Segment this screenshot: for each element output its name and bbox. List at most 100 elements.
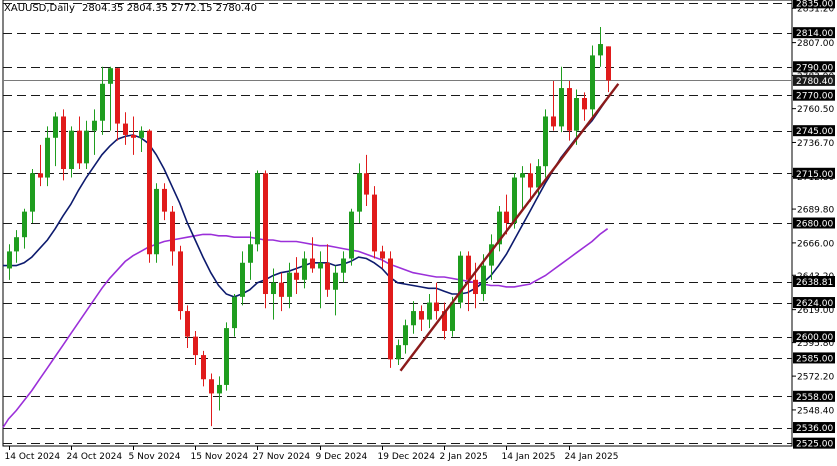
candle-body	[380, 251, 385, 259]
candle-body	[217, 384, 222, 394]
candle-body	[333, 272, 338, 290]
candle-body	[341, 258, 346, 273]
level-label-bg	[793, 0, 835, 9]
candle-body	[497, 211, 502, 245]
level-label-bg	[793, 89, 835, 101]
candle-body	[442, 311, 447, 331]
level-label: 2638.81	[796, 278, 833, 288]
candle-body	[232, 296, 237, 329]
candle-body	[224, 328, 229, 385]
level-label: 2814.00	[796, 29, 833, 39]
level-label: 2680.00	[796, 220, 833, 230]
level-label: 2558.00	[796, 393, 833, 403]
header-ohlc: 2804.35 2804.35 2772.15 2780.40	[82, 3, 257, 14]
candle-body	[115, 68, 120, 124]
candle-body	[357, 173, 362, 212]
price-tick-label: 2548.40	[797, 406, 834, 416]
price-tick-label: 2595.80	[797, 339, 834, 349]
candle-body	[450, 302, 455, 331]
date-label: 9 Dec 2024	[316, 452, 368, 462]
candle-body	[318, 262, 323, 269]
candle-body	[427, 302, 432, 320]
date-label: 14 Oct 2024	[5, 452, 61, 462]
candle-body	[504, 211, 509, 223]
candle-body	[22, 211, 27, 238]
candle-body	[92, 120, 97, 131]
candle-body	[325, 262, 330, 290]
candle-body	[582, 98, 587, 110]
price-tick-label: 2760.50	[797, 105, 834, 115]
level-label-bg	[793, 217, 835, 229]
level-label: 2600.00	[796, 333, 833, 343]
candle-body	[528, 173, 533, 188]
candle-body	[61, 116, 66, 170]
level-label-bg	[793, 331, 835, 343]
candle-body	[240, 262, 245, 297]
level-label-bg	[793, 390, 835, 402]
level-label-bg	[793, 61, 835, 73]
level-label-bg	[793, 27, 835, 39]
candle-body	[170, 211, 175, 252]
candle-body	[388, 258, 393, 360]
candle-body	[108, 68, 113, 84]
candle-body	[481, 265, 486, 295]
candle-body	[396, 345, 401, 360]
price-tick-label: 2736.70	[797, 139, 834, 149]
candle-body	[590, 55, 595, 110]
candle-body	[551, 116, 556, 127]
date-label: 5 Nov 2024	[129, 452, 181, 462]
chart-header: XAUUSD,Daily 2804.35 2804.35 2772.15 278…	[4, 3, 261, 14]
candle-body	[139, 130, 144, 138]
price-tick-label: 2619.00	[797, 306, 834, 316]
candle-body	[574, 98, 579, 131]
level-label: 2624.00	[796, 299, 833, 309]
candle-body	[372, 194, 377, 252]
candle-body	[77, 130, 82, 164]
date-label: 2 Jan 2025	[440, 452, 488, 462]
candle-body	[69, 130, 74, 170]
candle-body	[53, 116, 58, 138]
level-label: 2715.00	[796, 170, 833, 180]
candle-body	[598, 44, 603, 56]
candle-body	[403, 325, 408, 346]
candle-body	[248, 244, 253, 263]
level-label-bg	[793, 422, 835, 434]
date-label: 27 Nov 2024	[253, 452, 311, 462]
candle-body	[38, 173, 43, 178]
trendline	[399, 83, 620, 372]
candle-body	[567, 88, 572, 131]
candle-body	[302, 258, 307, 280]
level-label: 2835.00	[796, 0, 833, 9]
candle-body	[255, 173, 260, 245]
date-label: 24 Jan 2025	[565, 452, 619, 462]
candle-body	[520, 173, 525, 178]
candle-body	[559, 88, 564, 127]
price-tick-label: 2831.20	[797, 5, 834, 15]
candle-body	[271, 282, 276, 295]
candle-body	[30, 173, 35, 212]
candle-body	[123, 123, 128, 135]
candle-body	[209, 379, 214, 394]
candle-body	[45, 137, 50, 178]
candle-body	[466, 255, 471, 280]
level-label-bg	[793, 297, 835, 309]
candle-body	[147, 130, 152, 255]
candle-body	[263, 173, 268, 295]
date-label: 19 Dec 2024	[378, 452, 436, 462]
candle-body	[131, 134, 136, 138]
candle-body	[434, 302, 439, 312]
price-tick-label: 2666.00	[797, 239, 834, 249]
level-label: 2770.00	[796, 92, 833, 102]
candle-body	[185, 311, 190, 337]
level-label-bg	[793, 167, 835, 179]
candle-body	[84, 130, 89, 164]
candle-body	[162, 188, 167, 212]
level-label-bg	[793, 276, 835, 288]
level-label: 2745.00	[796, 127, 833, 137]
ma-long-line	[2, 228, 609, 428]
candle-body	[543, 116, 548, 167]
level-label-bg	[793, 125, 835, 137]
candle-body	[411, 311, 416, 326]
candle-body	[364, 173, 369, 195]
